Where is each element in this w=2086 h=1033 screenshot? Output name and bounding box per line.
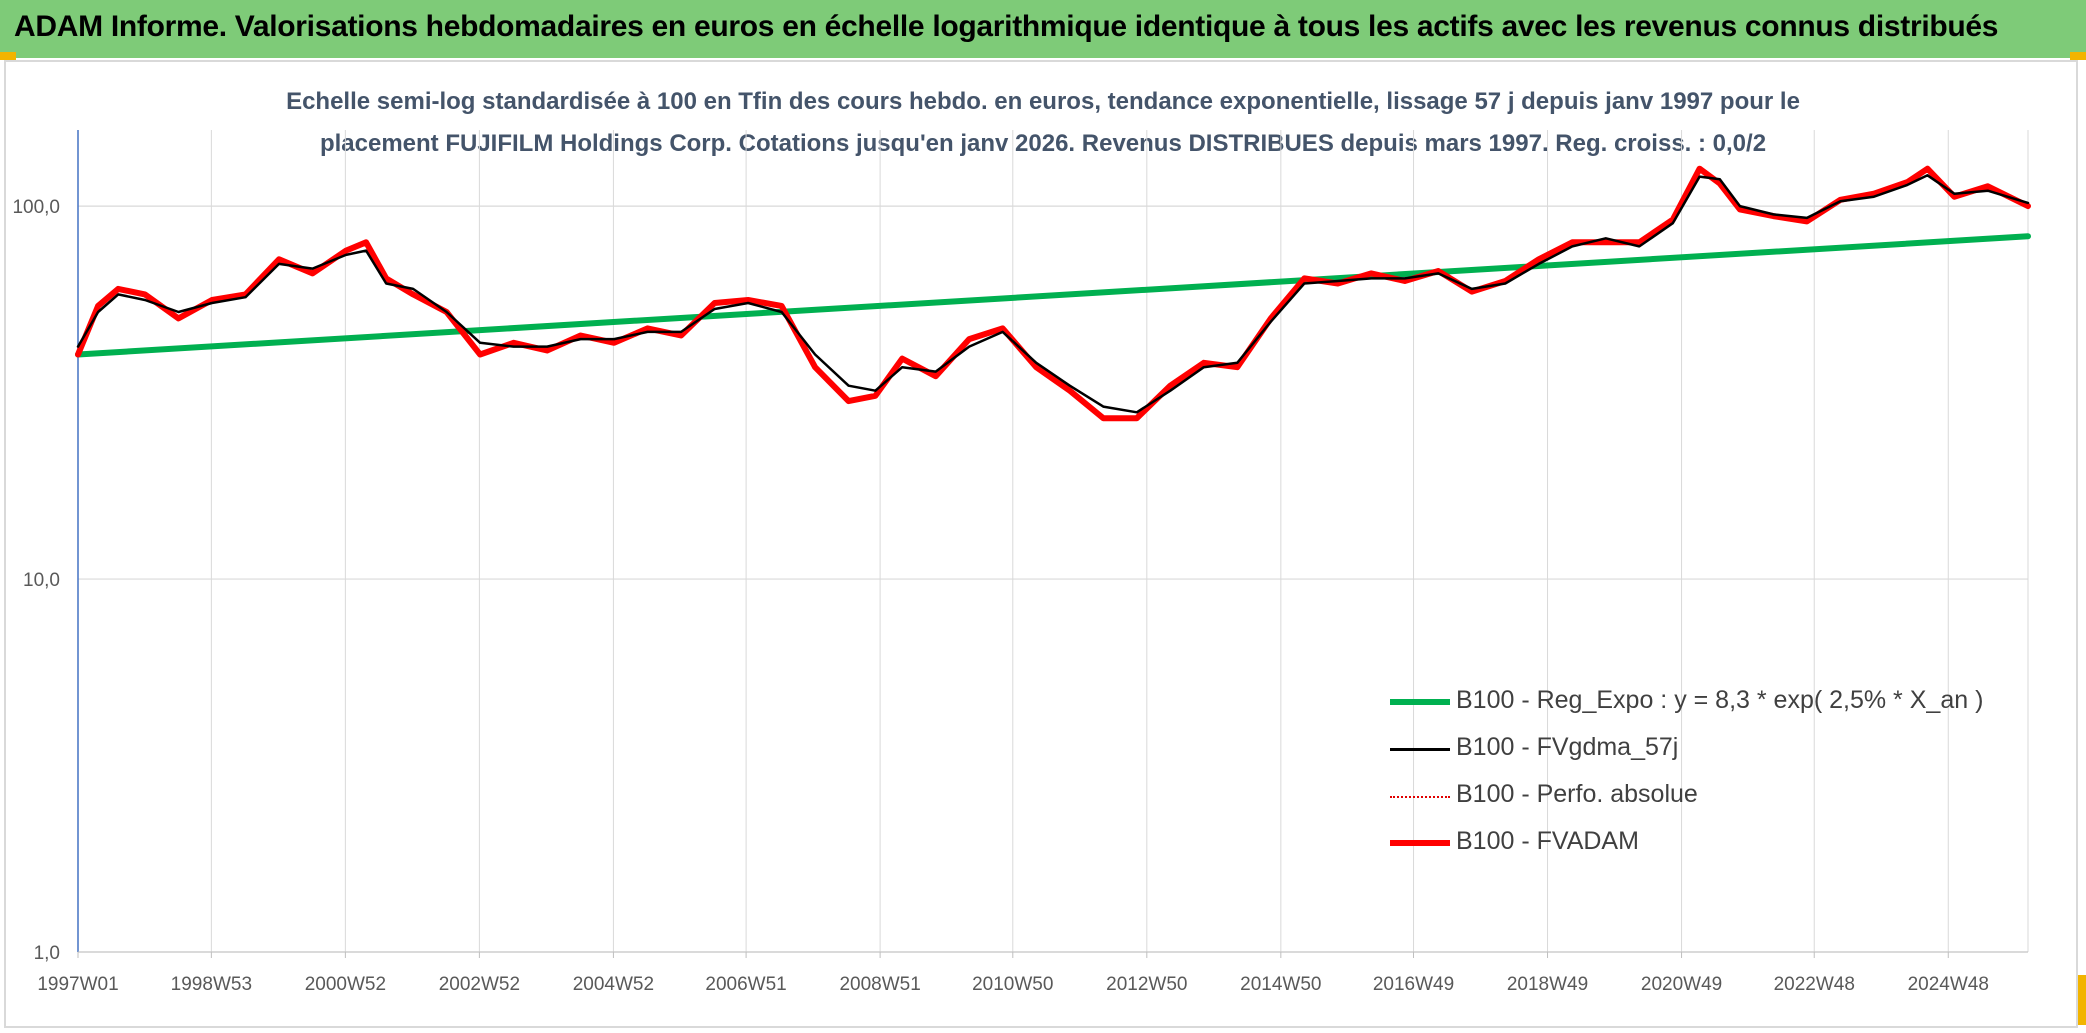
y-tick-label: 100,0 [12, 197, 60, 218]
x-tick-label: 2020W49 [1641, 974, 1722, 995]
y-tick-label: 10,0 [23, 570, 60, 591]
legend-label: B100 - FVADAM [1456, 827, 1639, 855]
legend-swatch [1390, 748, 1450, 751]
legend-label: B100 - FVgdma_57j [1456, 733, 1679, 761]
chart-subtitle-line-1: Echelle semi-log standardisée à 100 en T… [286, 88, 1800, 115]
x-tick-label: 2022W48 [1774, 974, 1855, 995]
axis-layer [77, 130, 2028, 958]
legend-swatch [1390, 699, 1450, 705]
series-line-1 [75, 233, 2031, 358]
series-layer [75, 165, 2031, 422]
legend-label: B100 - Reg_Expo : y = 8,3 * exp( 2,5% * … [1456, 686, 1984, 714]
legend-swatch [1390, 840, 1450, 846]
corner-marker-left [0, 52, 16, 60]
x-tick-label: 2004W52 [573, 974, 654, 995]
chart-subtitle-line-2: placement FUJIFILM Holdings Corp. Cotati… [319, 130, 1767, 157]
corner-marker-bottom-right [2078, 975, 2086, 1025]
series-line-2 [76, 174, 2030, 414]
chart-frame [4, 60, 2078, 1028]
x-tick-label: 2012W50 [1106, 974, 1187, 995]
report-banner: ADAM Informe. Valorisations hebdomadaire… [0, 0, 2086, 58]
x-tick-label: 2010W50 [972, 974, 1053, 995]
x-tick-label: 2006W51 [705, 974, 786, 995]
legend-label: B100 - Perfo. absolue [1456, 780, 1698, 808]
x-tick-label: 2016W49 [1373, 974, 1454, 995]
x-tick-label: 2000W52 [305, 974, 386, 995]
x-tick-label: 2014W50 [1240, 974, 1321, 995]
legend-swatch [1390, 796, 1450, 798]
report-title: ADAM Informe. Valorisations hebdomadaire… [14, 10, 1999, 43]
x-tick-label: 1998W53 [171, 974, 252, 995]
x-tick-label: 2024W48 [1908, 974, 1989, 995]
corner-marker-right [2070, 52, 2086, 60]
x-tick-label: 2002W52 [439, 974, 520, 995]
x-tick-label: 1997W01 [37, 974, 118, 995]
tick-label-layer: 1,0 10,0 100,0 1997W01 1998W53 2000W52 2002W52… [12, 197, 1988, 995]
x-tick-label: 2008W51 [839, 974, 920, 995]
y-tick-label: 1,0 [34, 943, 60, 964]
x-tick-label: 2018W49 [1507, 974, 1588, 995]
